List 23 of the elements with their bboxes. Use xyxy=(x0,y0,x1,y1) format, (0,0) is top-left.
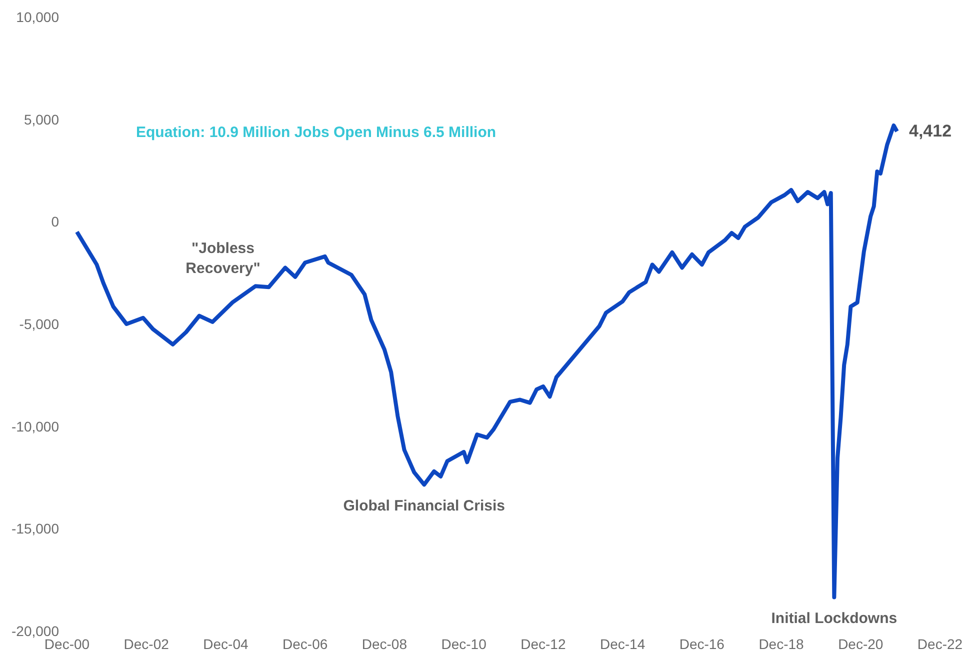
y-tick-label: -10,000 xyxy=(12,418,60,434)
x-tick-label: Dec-06 xyxy=(282,636,328,652)
x-tick-label: Dec-08 xyxy=(362,636,408,652)
y-tick-label: 0 xyxy=(51,214,60,230)
annotation: Global Financial Crisis xyxy=(343,498,505,515)
y-tick-label: 10,000 xyxy=(16,8,60,25)
x-tick-label: Dec-04 xyxy=(203,636,248,652)
x-tick-label: Dec-10 xyxy=(441,636,487,652)
x-tick-label: Dec-20 xyxy=(838,636,884,652)
annotation: Initial Lockdowns xyxy=(771,610,898,628)
y-tick-label: -5,000 xyxy=(19,316,60,332)
x-tick-label: Dec-18 xyxy=(758,636,804,652)
x-tick-label: Dec-12 xyxy=(520,636,566,652)
x-tick-label: Dec-16 xyxy=(679,636,725,652)
annotation: "Jobless Recovery" xyxy=(184,239,262,279)
y-tick-label: -15,000 xyxy=(12,520,60,537)
data-label: 4,412 xyxy=(909,121,952,140)
line-series xyxy=(74,123,900,600)
x-tick-label: Dec-14 xyxy=(600,636,646,652)
y-tick-label: 5,000 xyxy=(24,111,60,128)
annotation: Equation: 10.9 Million Jobs Open Minus 6.5 Million xyxy=(136,123,496,143)
x-tick-label: Dec-22 xyxy=(917,636,963,652)
x-tick-label: Dec-02 xyxy=(124,636,170,652)
